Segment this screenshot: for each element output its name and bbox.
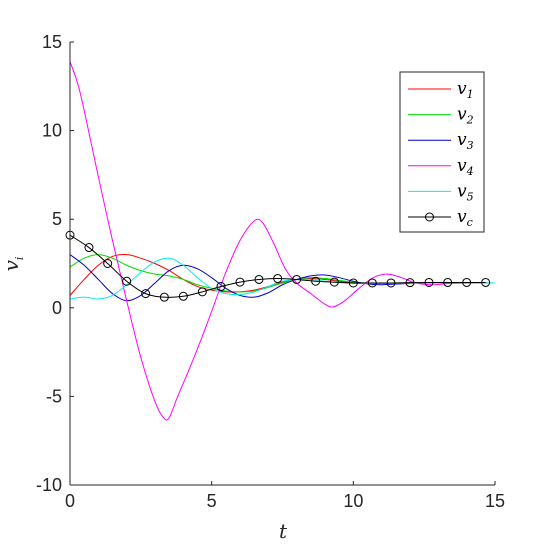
legend-item-v5: v5	[408, 181, 474, 203]
y-tick-label: 5	[52, 209, 62, 229]
legend: v1 v2 v3 v4 v5 vc	[399, 71, 485, 233]
data-point-vc	[481, 277, 491, 287]
data-point-vc	[348, 278, 358, 288]
legend-label: v3	[457, 130, 474, 152]
legend-label: vc	[457, 207, 473, 229]
y-tick-label: 0	[52, 298, 62, 318]
data-point-vc	[197, 287, 207, 297]
legend-item-v4: v4	[408, 156, 474, 178]
data-point-vc	[367, 278, 377, 288]
series-line-v3	[69, 254, 496, 302]
data-point-vc	[405, 278, 415, 288]
data-point-vc	[235, 277, 245, 287]
data-point-vc	[216, 282, 226, 292]
legend-item-v3: v3	[408, 130, 474, 152]
series-line-vc	[69, 234, 486, 298]
legend-label: v5	[457, 181, 474, 203]
tick-labels: 0 5 10 15 -10 -5 0 5 10 15	[36, 32, 505, 511]
legend-label: v4	[457, 156, 474, 178]
legend-label: v2	[457, 105, 474, 127]
data-point-vc	[254, 274, 264, 284]
data-point-vc	[84, 243, 94, 253]
legend-item-v2: v2	[408, 105, 474, 127]
data-point-vc	[273, 274, 283, 284]
x-tick-label: 5	[207, 491, 217, 511]
legend-box	[399, 71, 485, 233]
x-axis-label: t	[279, 519, 288, 543]
data-point-vc	[329, 277, 339, 287]
y-tick-label: 10	[42, 121, 62, 141]
data-point-vc	[178, 291, 188, 301]
legend-item-vc: vc	[408, 207, 473, 229]
data-point-vc	[311, 276, 321, 286]
series-layer	[65, 61, 496, 421]
data-point-vc	[122, 276, 132, 286]
legend-item-v1: v1	[408, 79, 474, 101]
y-tick-label: -5	[46, 386, 62, 406]
x-tick-label: 15	[485, 491, 505, 511]
y-tick-label: -10	[36, 475, 62, 495]
data-point-vc	[443, 277, 453, 287]
x-tick-label: 0	[65, 491, 75, 511]
series-line-v4	[69, 61, 496, 421]
y-tick-label: 15	[42, 32, 62, 52]
data-point-vc	[159, 292, 169, 302]
y-axis-label: vi	[0, 257, 26, 272]
axes	[69, 41, 496, 486]
data-point-vc	[103, 259, 113, 268]
legend-marker	[425, 212, 434, 222]
data-point-vc	[292, 274, 302, 284]
x-tick-label: 10	[343, 491, 363, 511]
data-point-vc	[462, 277, 472, 287]
data-point-vc	[424, 277, 434, 287]
legend-label: v1	[457, 79, 474, 101]
data-point-vc	[386, 278, 396, 288]
data-point-vc	[141, 289, 151, 299]
series-line-v1	[69, 254, 496, 296]
